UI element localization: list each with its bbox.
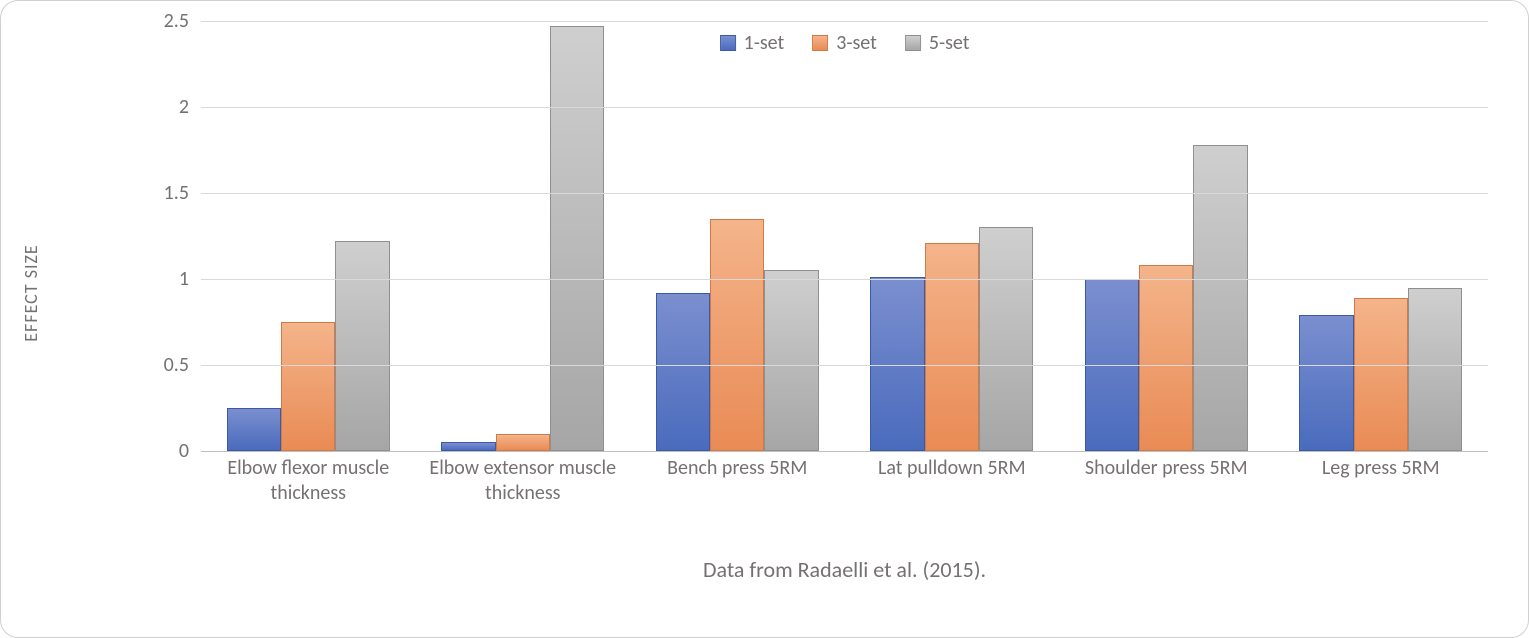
bar (281, 322, 335, 451)
legend-label: 1-set (744, 31, 785, 55)
category-slot (1059, 21, 1274, 451)
bar (1193, 145, 1247, 451)
chart-caption: Data from Radaelli et al. (2015). (201, 556, 1488, 583)
category-slot (416, 21, 631, 451)
chart-card: EFFECT SIZE 1-set 3-set 5-set 00.511.522… (0, 0, 1529, 638)
gridline (201, 193, 1488, 194)
chart-area: EFFECT SIZE 1-set 3-set 5-set 00.511.522… (61, 11, 1498, 597)
gridline (201, 21, 1488, 22)
y-tick-label: 2.5 (164, 9, 201, 33)
category-slot (1274, 21, 1489, 451)
bar (335, 241, 389, 451)
bar-group (656, 21, 819, 451)
bar-group (870, 21, 1033, 451)
legend-label: 3-set (836, 31, 877, 55)
bar-group (441, 21, 604, 451)
bar (1299, 315, 1353, 451)
y-axis-title: EFFECT SIZE (20, 244, 42, 341)
bar (496, 434, 550, 451)
x-axis-label: Lat pulldown 5RM (845, 456, 1060, 506)
y-tick-label: 1.5 (164, 181, 201, 205)
bar-group (1299, 21, 1462, 451)
x-axis-label: Leg press 5RM (1274, 456, 1489, 506)
x-axis-label: Bench press 5RM (630, 456, 845, 506)
bars-layer (201, 21, 1488, 451)
bar (979, 227, 1033, 451)
gridline (201, 107, 1488, 108)
y-tick-label: 2 (179, 95, 201, 119)
x-axis: Elbow flexor muscle thicknessElbow exten… (201, 456, 1488, 506)
bar-group (227, 21, 390, 451)
bar (1354, 298, 1408, 451)
legend-swatch-5-set (905, 35, 921, 51)
x-axis-label: Elbow extensor muscle thickness (416, 456, 631, 506)
category-slot (201, 21, 416, 451)
bar (764, 270, 818, 451)
legend-item-5-set: 5-set (905, 31, 970, 55)
legend: 1-set 3-set 5-set (714, 29, 976, 57)
bar (925, 243, 979, 451)
bar (441, 442, 495, 451)
bar (550, 26, 604, 451)
bar (656, 293, 710, 451)
legend-item-3-set: 3-set (812, 31, 877, 55)
x-axis-label: Elbow flexor muscle thickness (201, 456, 416, 506)
legend-item-1-set: 1-set (720, 31, 785, 55)
gridline (201, 279, 1488, 280)
bar-group (1085, 21, 1248, 451)
legend-label: 5-set (929, 31, 970, 55)
bar (710, 219, 764, 451)
y-tick-label: 0.5 (164, 353, 201, 377)
bar (1139, 265, 1193, 451)
category-slot (845, 21, 1060, 451)
bar (227, 408, 281, 451)
legend-swatch-3-set (812, 35, 828, 51)
y-tick-label: 1 (179, 267, 201, 291)
gridline (201, 365, 1488, 366)
plot-area: 1-set 3-set 5-set 00.511.522.5 (201, 21, 1488, 452)
category-slot (630, 21, 845, 451)
x-axis-label: Shoulder press 5RM (1059, 456, 1274, 506)
legend-swatch-1-set (720, 35, 736, 51)
bar (1408, 288, 1462, 451)
y-tick-label: 0 (179, 439, 201, 463)
